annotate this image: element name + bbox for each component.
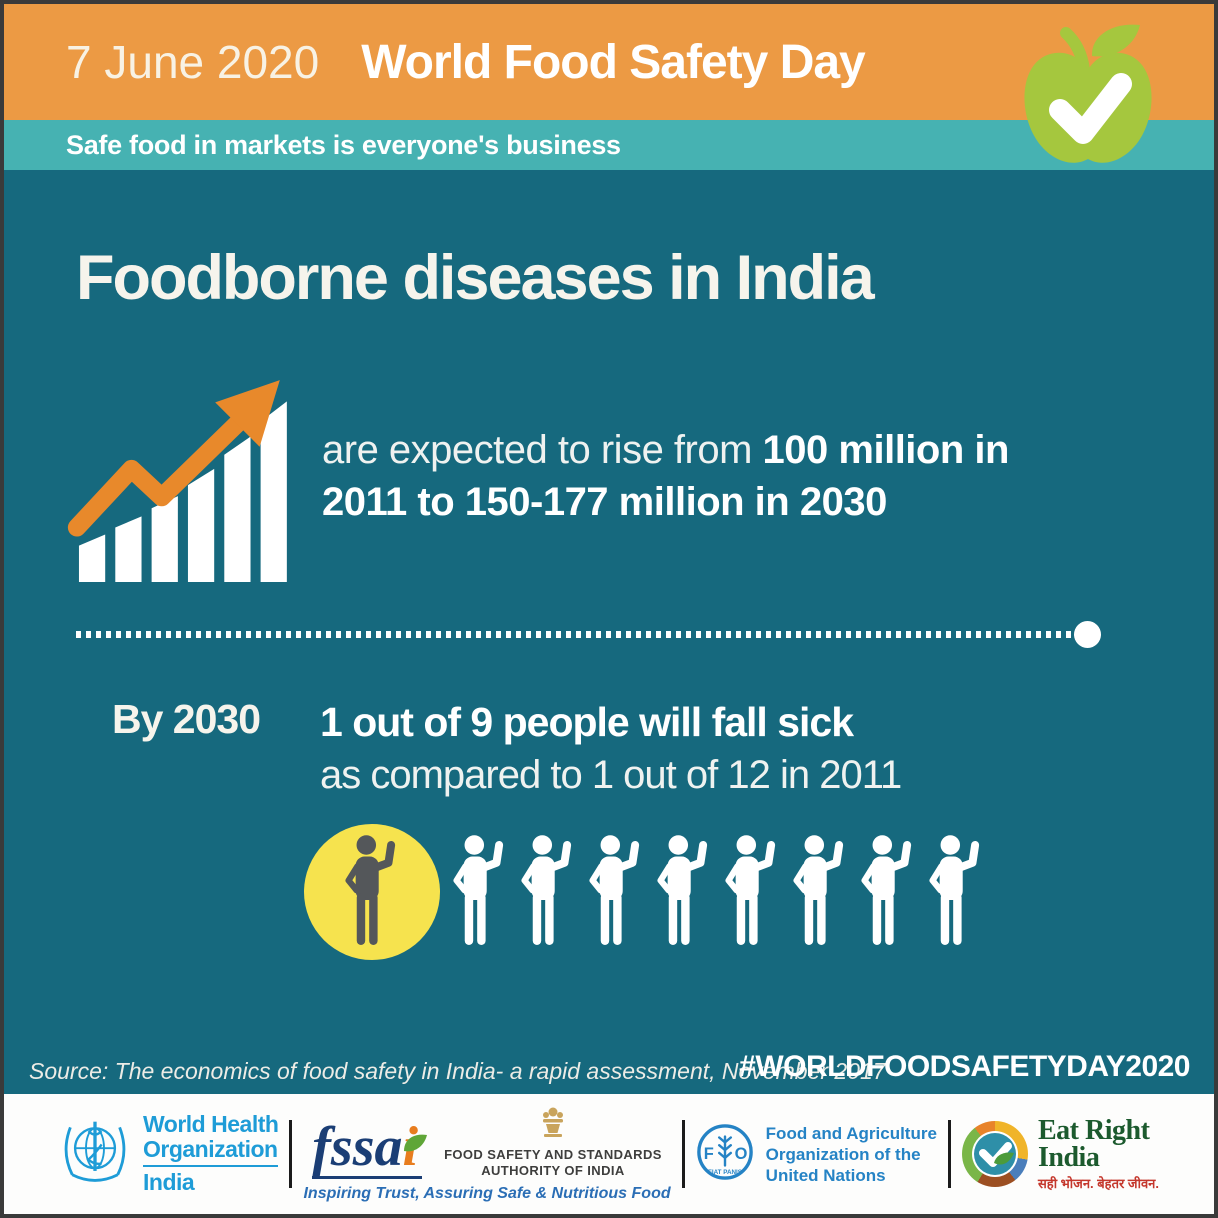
- header-bar: 7 June 2020 World Food Safety Day: [4, 4, 1214, 120]
- who-rule: [143, 1165, 279, 1167]
- apple-checkmark-icon: [1014, 18, 1162, 170]
- person-icon: [793, 833, 848, 951]
- page-title: World Food Safety Day: [361, 35, 866, 89]
- person-icon: [725, 833, 780, 951]
- person-icon-highlighted: [304, 824, 440, 960]
- person-icon: [589, 833, 644, 951]
- fssai-tagline: Inspiring Trust, Assuring Safe & Nutriti…: [303, 1184, 671, 1202]
- rise-statement-figures: 100 million in 2011 to 150-177 million i…: [322, 428, 1009, 524]
- rise-statement: are expected to rise from 100 million in…: [322, 424, 1092, 528]
- person-icon: [521, 833, 576, 951]
- hashtag: #WORLDFOODSAFETYDAY2020: [739, 1050, 1190, 1083]
- divider-end-dot: [1074, 621, 1101, 648]
- fao-text-line1: Food and Agriculture: [765, 1123, 937, 1143]
- people-pictograph: [304, 824, 984, 960]
- eat-right-hindi-tagline: सही भोजन. बेहतर जीवन.: [1038, 1175, 1159, 1191]
- footer-divider-1: [289, 1120, 293, 1188]
- who-logo-group: World Health Organization India: [59, 1111, 279, 1196]
- logo-footer: World Health Organization India fssai: [4, 1094, 1214, 1214]
- fao-text-line2: Organization of the: [765, 1144, 921, 1164]
- fssai-logo-group: fssai: [303, 1106, 671, 1203]
- svg-text:O: O: [734, 1144, 747, 1162]
- fssai-org-line2: AUTHORITY OF INDIA: [481, 1162, 625, 1178]
- by-2030-label: By 2030: [112, 696, 261, 742]
- eat-right-line1: Eat Right: [1038, 1114, 1150, 1146]
- person-icon: [929, 833, 984, 951]
- fao-text-line3: United Nations: [765, 1165, 886, 1185]
- fssai-wordmark: fssai: [312, 1119, 428, 1179]
- eat-right-text: Eat Right India सही भोजन. बेहतर जीवन.: [1038, 1114, 1159, 1192]
- ashoka-emblem-icon: [540, 1106, 566, 1145]
- fssai-wordmark-navy: fssa: [312, 1115, 403, 1178]
- who-country: India: [143, 1169, 195, 1195]
- dotted-divider-line: [76, 631, 1076, 638]
- who-name-line1: World Health: [143, 1111, 279, 1137]
- tagline-bar: Safe food in markets is everyone's busin…: [4, 120, 1214, 170]
- rise-statement-prefix: are expected to rise from: [322, 428, 763, 472]
- source-citation: Source: The economics of food safety in …: [29, 1058, 886, 1084]
- eat-right-emblem-icon: [962, 1121, 1028, 1187]
- by-2030-line1: 1 out of 9 people will fall sick: [320, 699, 854, 745]
- eat-right-line2: India: [1038, 1141, 1100, 1173]
- footer-divider-3: [947, 1120, 951, 1188]
- who-emblem-icon: [59, 1116, 131, 1193]
- fao-emblem-icon: F O FIAT PANIS: [696, 1123, 754, 1186]
- main-heading: Foodborne diseases in India: [76, 243, 875, 313]
- fao-motto: FIAT PANIS: [708, 1169, 742, 1176]
- fssai-org-name: FOOD SAFETY AND STANDARDS AUTHORITY OF I…: [444, 1147, 662, 1179]
- rising-bar-chart-icon: [66, 366, 320, 591]
- fao-logo-text: Food and Agriculture Organization of the…: [766, 1123, 937, 1186]
- person-icon: [453, 833, 508, 951]
- eat-right-logo-group: Eat Right India सही भोजन. बेहतर जीवन.: [962, 1114, 1159, 1192]
- by-2030-statement: 1 out of 9 people will fall sick as comp…: [320, 696, 902, 802]
- fssai-leaf-icon: [402, 1110, 428, 1160]
- person-icon: [861, 833, 916, 951]
- by-2030-line2: as compared to 1 out of 12 in 2011: [320, 753, 902, 797]
- tagline-text: Safe food in markets is everyone's busin…: [66, 129, 621, 160]
- svg-text:F: F: [703, 1144, 713, 1162]
- fssai-org-line1: FOOD SAFETY AND STANDARDS: [444, 1146, 662, 1162]
- person-icon: [657, 833, 712, 951]
- footer-divider-2: [681, 1120, 685, 1188]
- fao-logo-group: F O FIAT PANIS Food and Agriculture Orga…: [696, 1123, 937, 1186]
- header-date: 7 June 2020: [66, 36, 320, 88]
- who-name-line2: Organization: [143, 1136, 278, 1162]
- who-logo-text: World Health Organization India: [143, 1111, 279, 1196]
